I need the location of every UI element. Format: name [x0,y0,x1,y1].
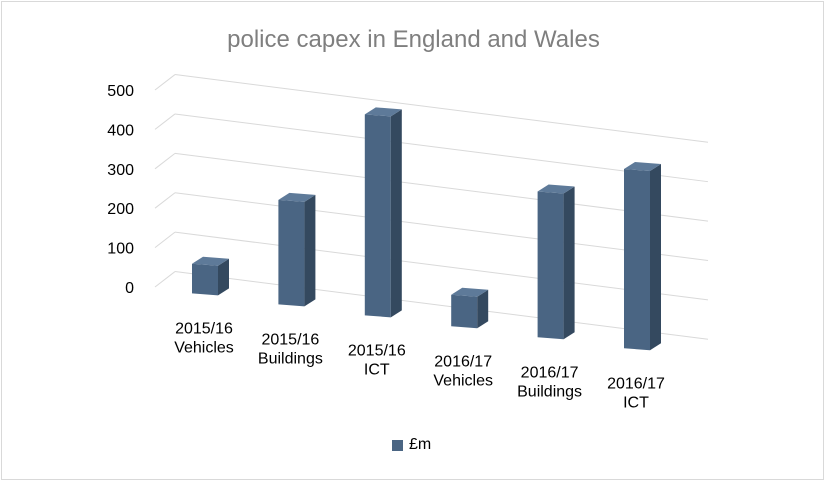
y-tick-label: 400 [107,122,134,139]
x-tick-label: 2016/17 Vehicles [433,353,493,389]
x-tick-label: 2015/16 Buildings [258,331,323,367]
y-tick-label: 100 [107,241,134,258]
bar-front [537,191,564,340]
grid-depth-400 [154,113,176,130]
gridline-200 [174,192,709,261]
bar-front [451,294,478,329]
bar-side [650,163,661,351]
x-tick-label: 2015/16 ICT [348,342,406,378]
bar-front [192,263,218,296]
legend-label: £m [409,436,432,453]
x-tick-label: 2015/16 Vehicles [174,320,234,356]
grid-depth-100 [154,231,176,248]
bar-side [477,289,489,329]
y-tick-label: 300 [107,162,134,179]
grid-depth-0 [154,271,176,288]
legend: £m [392,436,431,454]
bar-front [364,114,391,318]
y-tick-label: 200 [107,201,134,218]
gridline-0 [174,271,709,340]
legend-swatch [392,439,403,451]
bar-side [218,258,229,296]
bar-top [537,184,575,194]
x-tick-label: 2016/17 ICT [607,375,665,411]
bar-top [192,256,229,266]
gridline-100 [174,231,709,301]
bar-top [451,287,489,297]
gridline-300 [174,152,709,222]
y-tick-label: 0 [125,280,134,297]
gridline-500 [174,74,709,143]
bar-front [278,199,305,307]
bar-top [278,192,316,202]
y-tick-label: 500 [107,83,134,100]
bar-side [563,186,575,340]
grid-depth-300 [154,152,176,170]
grid-depth-200 [154,192,176,209]
bar-top [624,161,661,171]
grid-depth-500 [154,74,176,91]
x-tick-label: 2016/17 Buildings [517,364,582,400]
bar-top [364,107,402,117]
bar-side [390,109,402,318]
chart-title: police capex in England and Wales [227,26,600,53]
bar-side [304,194,316,307]
gridline-400 [174,113,709,183]
bar-front [624,168,650,351]
